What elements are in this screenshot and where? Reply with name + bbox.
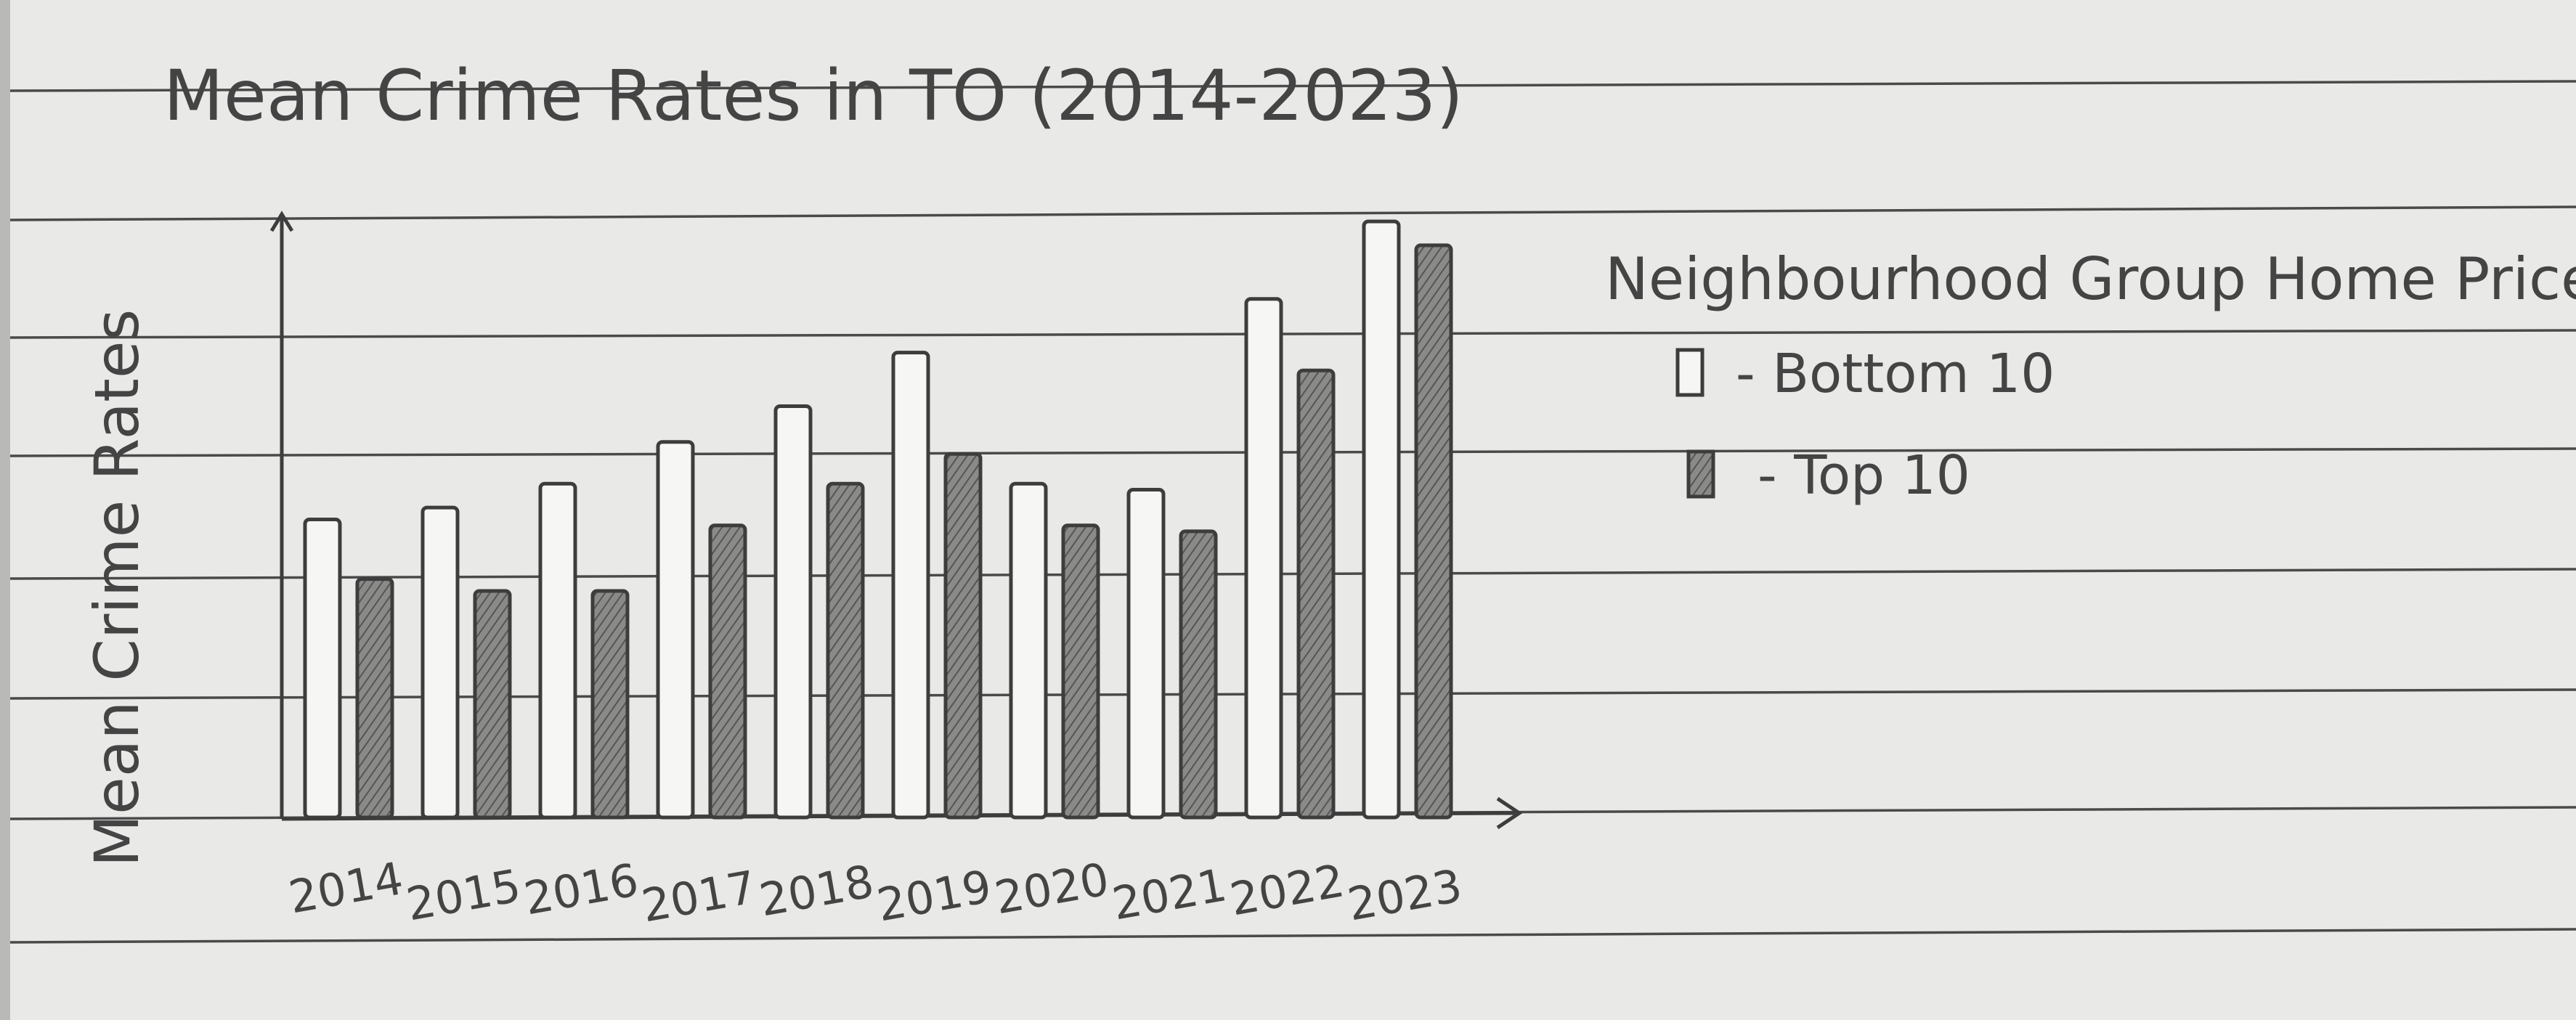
ruled-line [9,928,2576,944]
bar-top-10-2018 [826,481,865,820]
ruled-line [9,329,2576,339]
bar-bottom-10-2018 [773,404,813,820]
legend-title: Neighbourhood Group Home Price [1605,245,2576,313]
bar-top-10-2019 [943,452,983,820]
bar-bottom-10-2014 [303,518,342,820]
legend-label-bottom-10: - Bottom 10 [1736,343,2055,405]
ruled-line [9,447,2576,457]
x-axis-arrow [1496,796,1523,830]
legend-swatch-bottom-10 [1675,348,1705,397]
legend-label-top-10: - Top 10 [1758,444,1970,507]
bar-bottom-10-2020 [1009,481,1048,820]
bar-top-10-2022 [1296,368,1336,820]
chart-title: Mean Crime Rates in TO (2014-2023) [163,55,1463,136]
page-edge [0,0,10,1020]
bar-bottom-10-2019 [891,351,930,820]
bars [303,219,1453,820]
bar-top-10-2016 [590,589,630,820]
bar-bottom-10-2022 [1244,297,1283,820]
bar-bottom-10-2016 [538,481,577,820]
bar-bottom-10-2017 [656,440,695,820]
bar-top-10-2015 [473,589,512,820]
bar-top-10-2021 [1179,529,1218,820]
bar-top-10-2014 [355,577,394,820]
bar-bottom-10-2015 [420,505,460,820]
y-axis-arrow [269,211,294,232]
bar-top-10-2017 [708,523,747,820]
ruled-line [9,80,2576,92]
ruled-line [9,205,2576,221]
y-axis-label: Mean Crime Rates [81,309,153,868]
ruled-lines [9,80,2576,944]
bar-top-10-2020 [1061,523,1100,820]
bar-bottom-10-2023 [1362,219,1401,820]
legend-swatch-top-10 [1686,449,1715,499]
legend: Neighbourhood Group Home Price - Bottom … [1605,245,2576,507]
bar-bottom-10-2021 [1126,487,1166,820]
bar-top-10-2023 [1414,243,1453,820]
